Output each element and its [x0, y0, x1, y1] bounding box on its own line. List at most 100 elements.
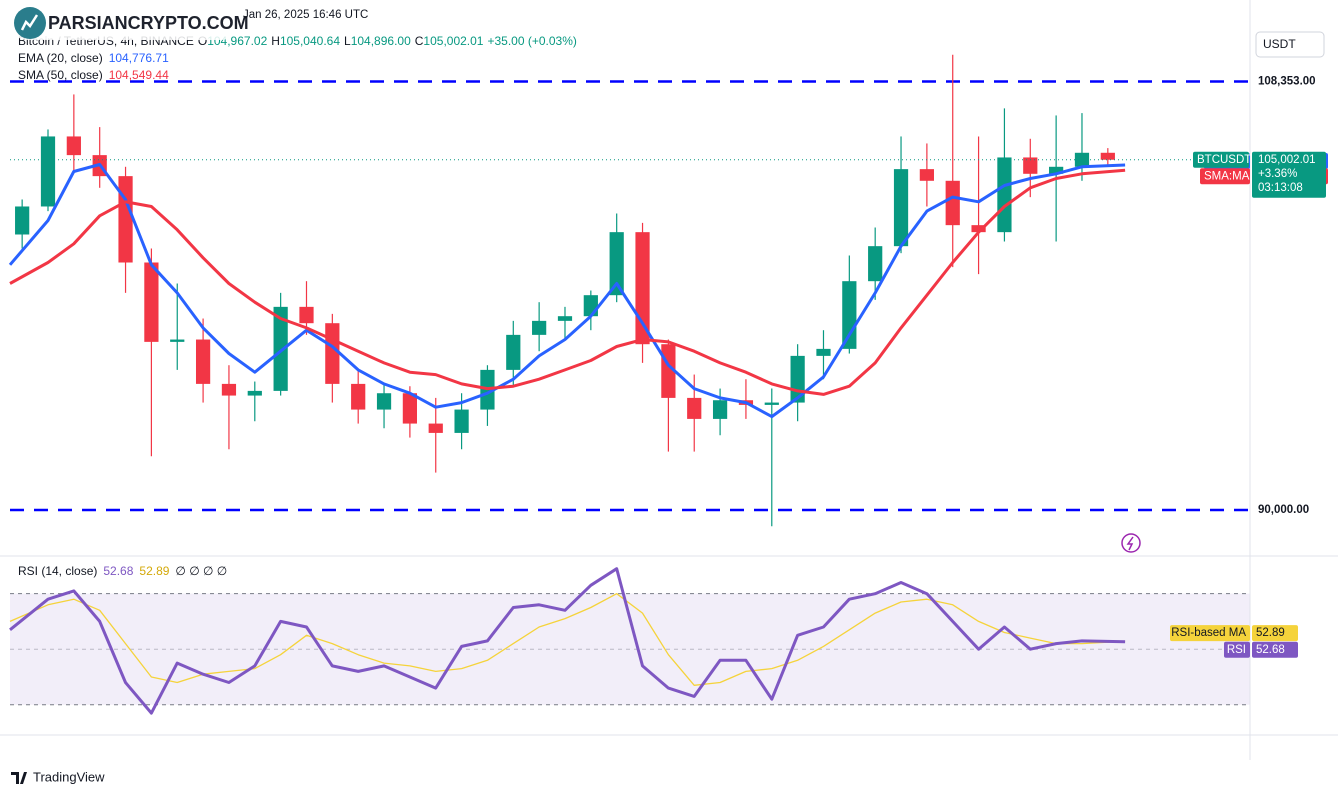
rsi-inputs: ∅ ∅ ∅ ∅ — [175, 564, 227, 578]
series-name-label-bg — [1224, 641, 1250, 658]
legend-line: EMA (20, close) 104,776.71 — [18, 51, 169, 65]
ema-title: EMA (20, close) — [18, 51, 103, 65]
candle-body — [532, 320, 547, 335]
candle-body — [712, 400, 728, 419]
ema-value: 104,776.71 — [109, 51, 169, 65]
ohlc-label: L — [344, 34, 351, 48]
candle-body — [1100, 152, 1115, 160]
plot — [8, 54, 1250, 715]
ohlc-value: 105,002.01 — [423, 34, 483, 48]
currency: USDT — [1263, 37, 1296, 51]
series-value-label: 52.89 — [1256, 627, 1285, 639]
candle-body — [402, 393, 418, 424]
rsi-ma-value: 52.89 — [139, 564, 169, 578]
last-box — [1252, 151, 1326, 198]
legend-line: SMA (50, close) 104,549.44 — [18, 68, 169, 82]
candle-body — [170, 339, 185, 342]
last-name-label: BTCUSDT — [1197, 154, 1251, 166]
alert-bolt — [1126, 536, 1134, 551]
sma-title: SMA (50, close) — [18, 68, 103, 82]
countdown: 03:13:08 — [1258, 182, 1303, 194]
series-name-label: SMA:MA — [1204, 170, 1250, 182]
legend-line: RSI (14, close) 52.68 52.89 ∅ ∅ ∅ ∅ — [18, 564, 227, 578]
watermark: PARSIANCRYPTO.COM Jan 26, 2025 16:46 UTC — [10, 6, 368, 40]
logo-mark — [20, 14, 39, 31]
timestamp: Jan 26, 2025 16:46 UTC — [243, 9, 368, 21]
ohlc-label: H — [271, 34, 280, 48]
candle-body — [351, 383, 366, 410]
rsi-value: 52.68 — [103, 564, 133, 578]
candle-body — [376, 393, 392, 410]
series-value-label: 52.68 — [1256, 644, 1285, 656]
candle-body — [1074, 152, 1090, 167]
tv-logo — [11, 772, 27, 784]
candle-body — [816, 348, 831, 356]
ma-line — [9, 168, 1126, 396]
candle-body — [1023, 157, 1038, 174]
candle-body — [971, 225, 986, 233]
currency-box[interactable] — [1255, 31, 1325, 58]
footer-text: TradingView — [33, 769, 105, 784]
series-name-label: RSI-based MA — [1171, 627, 1246, 639]
candle-body — [945, 180, 960, 226]
candle-body — [506, 334, 521, 370]
series-value-label-bg — [1252, 625, 1298, 642]
watermark-text: PARSIANCRYPTO.COM — [48, 13, 249, 33]
level-label-bg — [1252, 501, 1332, 518]
candle-body — [764, 402, 779, 405]
ohlc-label: O — [198, 34, 207, 48]
candle-body — [66, 136, 81, 156]
ohlc-value: 105,040.64 — [280, 34, 340, 48]
candle-body — [1049, 166, 1064, 174]
last-price: 105,002.01 — [1258, 154, 1316, 166]
candle-body — [997, 157, 1012, 233]
candle-body — [221, 383, 237, 396]
level-label: 108,353.00 — [1258, 76, 1316, 88]
candle-body — [428, 423, 443, 433]
ohlc-label: C — [415, 34, 424, 48]
sma-value: 104,549.44 — [109, 68, 169, 82]
alert-circle[interactable] — [1121, 533, 1141, 553]
level-label: 90,000.00 — [1258, 504, 1309, 516]
level-label-bg — [1252, 73, 1332, 90]
alert-icon[interactable] — [1121, 533, 1141, 553]
rsi-line — [9, 567, 1126, 715]
rsi-title: RSI (14, close) — [18, 564, 97, 578]
candle-body — [247, 390, 262, 396]
series-name-label-bg — [1200, 168, 1250, 185]
candle-body — [454, 409, 469, 433]
candle-body — [583, 295, 598, 317]
candle-body — [609, 232, 624, 296]
candle-body — [195, 339, 211, 384]
candle-body — [893, 169, 909, 247]
candle-body — [868, 246, 883, 282]
candle-body — [273, 306, 288, 391]
candle-body — [15, 206, 30, 235]
price-labels: 108,353.0090,000.00EMA104,776.71SMA:MA10… — [1170, 73, 1332, 658]
last-name-label-bg — [1193, 151, 1249, 168]
series-name-label-bg — [1170, 625, 1250, 642]
candle-body — [687, 397, 702, 419]
candle-body — [118, 176, 133, 263]
series-name-label: RSI — [1227, 644, 1246, 656]
watermark-bg — [10, 6, 238, 40]
candle-body — [144, 262, 159, 342]
candle-body — [842, 281, 857, 349]
ohlc-value: 104,896.00 — [351, 34, 411, 48]
footer: TradingView — [11, 769, 105, 784]
candle-body — [40, 136, 56, 207]
candle-body — [299, 306, 314, 324]
legend: Bitcoin / TetherUS, 4h, BINANCE O104,967.… — [18, 34, 577, 578]
candle-body — [919, 169, 934, 181]
series-value-label-bg — [1252, 641, 1298, 658]
candle-body — [557, 316, 573, 321]
candle-body — [325, 323, 340, 384]
logo — [14, 7, 46, 39]
ma-line — [8, 163, 1126, 419]
change: +35.00 (+0.03%) — [487, 34, 576, 48]
candle-body — [635, 232, 650, 345]
last-change: +3.36% — [1258, 168, 1297, 180]
